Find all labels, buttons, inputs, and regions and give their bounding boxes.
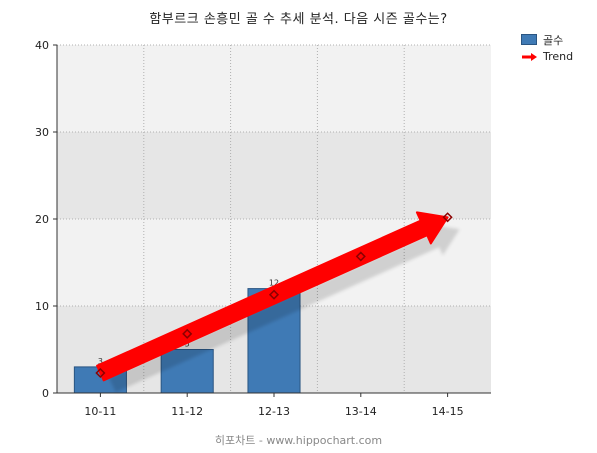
chart-title: 함부르크 손흥민 골 수 추세 분석. 다음 시즌 골수는?	[149, 12, 448, 27]
legend-bar-label: 골수	[543, 33, 564, 47]
legend-bar-swatch	[521, 34, 537, 45]
trend-marker	[355, 251, 366, 262]
x-tick-label: 11-12	[171, 405, 203, 418]
bar-data-label: 12	[269, 279, 279, 288]
footer-credit: 히포차트 - www.hippochart.com	[214, 434, 383, 447]
y-tick-label: 40	[35, 39, 49, 52]
legend-trend-swatch	[521, 52, 537, 62]
y-tick-label: 10	[35, 300, 49, 313]
x-tick-label: 12-13	[258, 405, 290, 418]
trend-marker	[182, 328, 193, 339]
x-tick-label: 13-14	[345, 405, 377, 418]
y-tick-label: 20	[35, 213, 49, 226]
legend-trend-label: Trend	[543, 50, 574, 63]
x-tick-label: 10-11	[84, 405, 116, 418]
bar-data-label: 3	[98, 357, 103, 366]
trend-marker	[95, 367, 106, 379]
trend-shadow	[109, 224, 460, 393]
legend-item-bars: 골수	[521, 31, 573, 48]
trend-arrow-shadow	[109, 224, 460, 393]
y-axis-ticks: 0 10 20 30 40	[35, 39, 57, 400]
y-tick-label: 0	[42, 387, 49, 400]
legend-item-trend: Trend	[521, 48, 573, 65]
x-tick-label: 14-15	[432, 405, 464, 418]
trend-marker	[442, 212, 453, 223]
trend-marker	[268, 289, 280, 300]
plot-band	[57, 132, 491, 219]
plot-band	[57, 45, 491, 132]
plot-background	[57, 45, 491, 393]
x-axis-ticks: 10-11 11-12 12-13 13-14 14-15	[84, 393, 464, 418]
legend: 골수 Trend	[521, 31, 573, 65]
trend-markers	[95, 212, 453, 379]
y-tick-label: 30	[35, 126, 49, 139]
